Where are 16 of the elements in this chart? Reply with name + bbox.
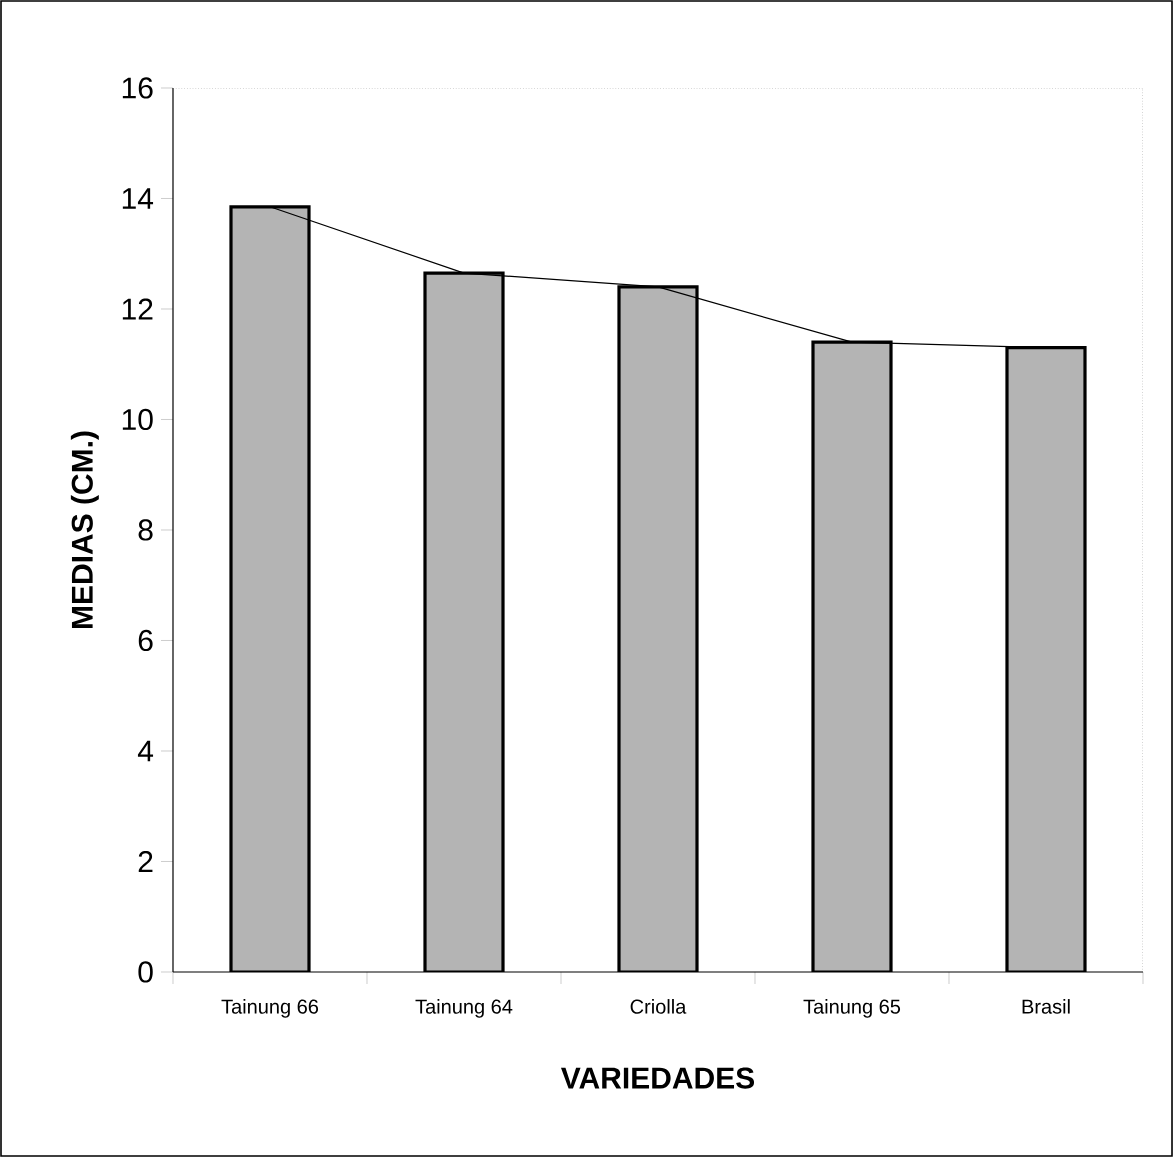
y-tick-label: 14 <box>122 188 154 209</box>
y-tick-label: 0 <box>138 961 153 983</box>
x-tick-label: Criolla <box>630 999 687 1014</box>
y-tick-label: 12 <box>122 298 153 320</box>
y-tick-label: 6 <box>138 629 153 652</box>
x-axis-title: VARIEDADES <box>560 1067 755 1089</box>
y-tick-label: 10 <box>122 408 153 431</box>
y-tick-label: 8 <box>138 519 153 541</box>
y-tick-label: 16 <box>122 77 153 99</box>
y-tick-label: 2 <box>138 851 153 872</box>
x-tick-label: Tainung 65 <box>803 999 901 1018</box>
y-axis-title: MEDIAS (CM.) <box>70 431 99 628</box>
x-tick-label: Tainung 64 <box>415 999 513 1018</box>
x-tick-label: Tainung 66 <box>221 999 319 1018</box>
x-tick-label: Brasil <box>1022 999 1070 1014</box>
y-tick-label: 4 <box>137 740 154 762</box>
